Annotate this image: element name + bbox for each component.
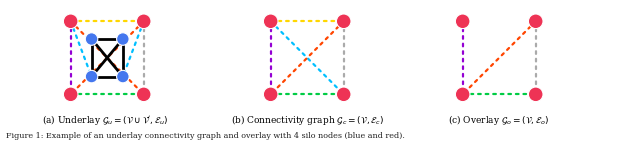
Circle shape <box>264 87 278 102</box>
Circle shape <box>116 33 129 45</box>
Circle shape <box>116 70 129 83</box>
Circle shape <box>337 14 351 29</box>
Circle shape <box>136 87 151 102</box>
Circle shape <box>529 14 543 29</box>
Circle shape <box>529 87 543 102</box>
Circle shape <box>63 14 78 29</box>
Circle shape <box>63 87 78 102</box>
Text: Figure 1: Example of an underlay connectivity graph and overlay with 4 silo node: Figure 1: Example of an underlay connect… <box>6 132 405 140</box>
Text: (c) Overlay $\mathcal{G}_o = (\mathcal{V}, \mathcal{E}_o)$: (c) Overlay $\mathcal{G}_o = (\mathcal{V… <box>449 113 550 127</box>
Text: (b) Connectivity graph $\mathcal{G}_c = (\mathcal{V}, \mathcal{E}_c)$: (b) Connectivity graph $\mathcal{G}_c = … <box>230 113 384 127</box>
Text: (a) Underlay $\mathcal{G}_u = (\mathcal{V} \cup \mathcal{V}^{\prime}, \mathcal{E: (a) Underlay $\mathcal{G}_u = (\mathcal{… <box>42 113 169 127</box>
Circle shape <box>136 14 151 29</box>
Circle shape <box>456 14 470 29</box>
Circle shape <box>264 14 278 29</box>
Circle shape <box>337 87 351 102</box>
Circle shape <box>85 70 98 83</box>
Circle shape <box>456 87 470 102</box>
Circle shape <box>85 33 98 45</box>
